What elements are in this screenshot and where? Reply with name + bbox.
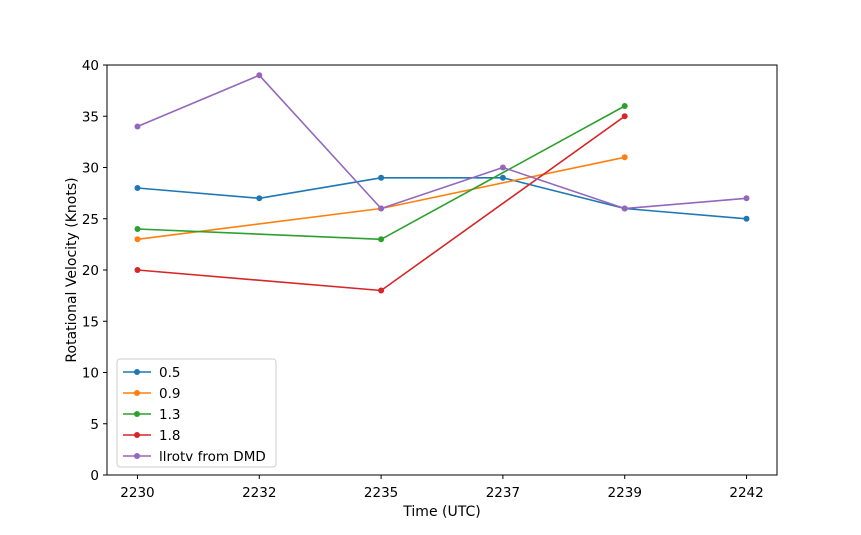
data-point-marker [378,287,385,294]
data-point-marker [621,205,628,212]
series-line [136,177,748,220]
data-point-marker [743,215,750,222]
data-point-marker [134,185,141,191]
data-series-group [134,72,750,294]
data-point-marker [134,226,141,232]
legend-label: 0.5 [159,365,180,381]
legend: 0.5 0.9 1.3 1.8 llrotv from DMD [116,358,277,468]
legend-swatch-marker [134,411,140,417]
x-tick-label: 2242 [729,485,763,501]
series-line [136,156,626,241]
legend-label: 1.3 [159,407,180,423]
x-tick-label: 2235 [364,485,398,501]
legend-swatch-marker [134,369,140,375]
legend-entry: 0.5 [123,365,180,381]
series-line [136,115,626,292]
data-point-marker [621,113,628,120]
data-point-marker [378,174,385,181]
data-point-marker [499,164,506,171]
x-axis-ticks: 2230 2232 2235 2237 2239 2242 [120,475,764,501]
x-axis-label: Time (UTC) [402,504,480,520]
data-point-marker [378,205,385,212]
series-line [136,74,748,210]
y-tick-label: 5 [90,417,99,433]
x-tick-label: 2237 [486,485,520,501]
y-axis-label: Rotational Velocity (Knots) [64,177,80,362]
x-tick-label: 2230 [120,485,154,501]
y-tick-label: 0 [90,468,99,484]
y-tick-label: 25 [82,212,99,228]
data-point-marker [134,267,141,273]
legend-box [116,358,277,468]
legend-swatch-marker [134,453,140,459]
x-tick-label: 2232 [242,485,276,501]
data-point-marker [621,103,628,109]
legend-swatch-marker [134,390,140,396]
legend-label: 1.8 [159,428,180,444]
y-tick-label: 30 [82,161,99,177]
legend-label: llrotv from DMD [159,449,266,465]
y-tick-label: 35 [82,109,99,125]
legend-entry: 1.8 [123,428,180,444]
y-tick-label: 15 [82,314,99,330]
y-tick-label: 10 [82,366,99,382]
data-point-marker [134,236,141,243]
legend-label: 0.9 [159,386,180,402]
legend-entry: 0.9 [123,386,180,402]
legend-swatch-marker [134,432,140,438]
y-tick-label: 40 [82,58,99,74]
data-point-marker [499,174,506,181]
data-point-marker [621,154,628,161]
legend-entry: 1.3 [123,407,180,423]
x-tick-label: 2239 [608,485,642,501]
data-point-marker [378,236,385,243]
data-point-marker [256,195,263,202]
legend-entry: llrotv from DMD [123,449,266,465]
y-tick-label: 20 [82,263,99,279]
data-point-marker [743,195,750,202]
data-point-marker [256,72,263,79]
y-axis-ticks: 0 5 10 15 20 25 30 35 40 [82,58,107,484]
data-point-marker [134,123,141,130]
